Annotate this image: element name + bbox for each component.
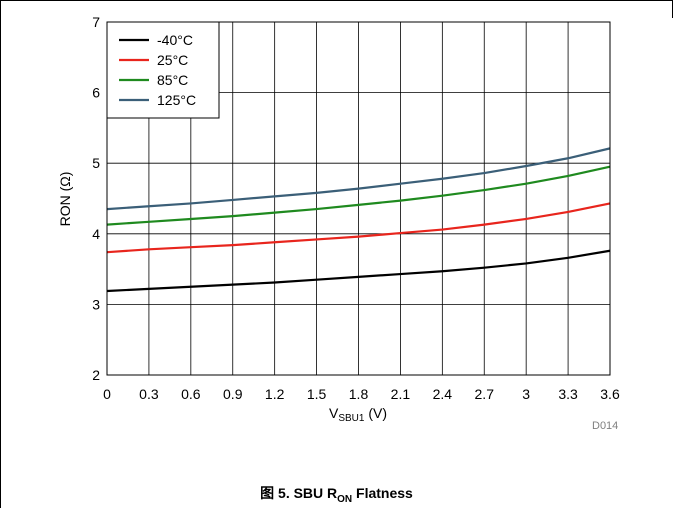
y-axis-label: RON (Ω)	[57, 172, 73, 227]
legend-label: -40°C	[157, 32, 193, 48]
x-tick-label: 2.1	[391, 386, 411, 402]
x-tick-label: 3.3	[558, 386, 578, 402]
x-tick-label: 0.3	[139, 386, 159, 402]
legend-label: 25°C	[157, 52, 188, 68]
figure-caption: 图 5. SBU RON Flatness	[0, 483, 673, 505]
y-tick-labels: 2 3 4 5 6 7	[92, 14, 100, 383]
y-tick-label: 5	[92, 155, 100, 171]
x-tick-label: 0.6	[181, 386, 201, 402]
x-tick-label: 3	[522, 386, 530, 402]
x-tick-label: 1.2	[265, 386, 285, 402]
caption-suffix: Flatness	[352, 485, 413, 501]
series-line	[106, 249, 611, 293]
x-tick-label: 2.7	[475, 386, 495, 402]
y-tick-label: 4	[92, 226, 100, 242]
x-tick-label: 1.8	[349, 386, 369, 402]
x-tick-label: 2.4	[433, 386, 453, 402]
y-tick-label: 6	[92, 85, 100, 101]
y-tick-label: 2	[92, 367, 100, 383]
caption-subscript: ON	[337, 493, 353, 505]
legend: -40°C 25°C 85°C 125°C	[106, 21, 220, 119]
y-tick-label: 3	[92, 296, 100, 312]
x-axis-label: VSBU1 (V)	[329, 405, 387, 424]
legend-label: 85°C	[157, 72, 188, 88]
series-lines	[106, 147, 611, 293]
legend-box	[106, 21, 220, 119]
x-tick-labels: 0 0.3 0.6 0.9 1.2 1.5 1.8 2.1 2.4 2.7 3 3.3 3.6	[103, 386, 620, 402]
left-border	[0, 0, 1, 508]
series-line	[106, 147, 611, 211]
x-tick-label: 3.6	[600, 386, 620, 402]
series-line	[106, 165, 611, 226]
x-tick-label: 1.5	[307, 386, 327, 402]
top-rule	[0, 0, 673, 1]
figure-id: D014	[592, 420, 619, 432]
ron-flatness-chart: 0 0.3 0.6 0.9 1.2 1.5 1.8 2.1 2.4 2.7 3 3.3 3.6 2 3 4 5…	[57, 14, 620, 424]
series-line	[106, 202, 611, 254]
x-tick-label: 0.9	[223, 386, 243, 402]
y-tick-label: 7	[92, 14, 100, 30]
caption-prefix: 图 5. SBU R	[260, 485, 338, 501]
legend-label: 125°C	[157, 92, 196, 108]
x-tick-label: 0	[103, 386, 111, 402]
plot-frame	[106, 21, 611, 376]
